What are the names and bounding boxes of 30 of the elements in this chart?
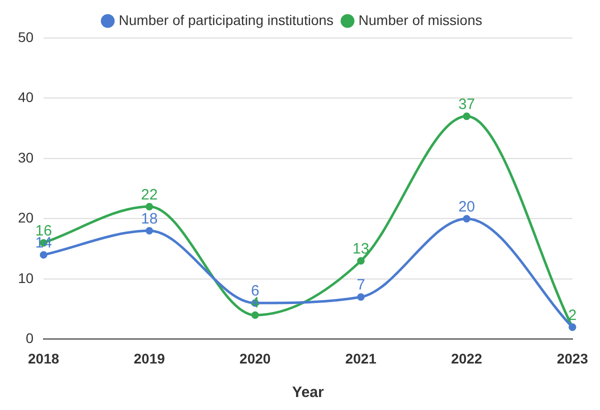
x-axis-title: Year [292,384,324,402]
point [462,214,470,222]
point [40,251,48,259]
point [357,257,365,265]
y-tick-label: 20 [18,210,34,226]
x-tick-label: 2022 [451,350,482,366]
x-tick-label: 2021 [345,350,377,366]
data-label: 18 [141,210,158,228]
point [251,311,259,319]
x-tick-label: 2023 [556,350,588,366]
x-tick-label: 2020 [240,350,271,366]
point [146,202,154,210]
y-tick-label: 0 [26,330,34,346]
data-label: 20 [458,198,475,216]
legend-label: Number of participating institutions [118,12,334,28]
point [357,293,365,301]
y-tick-label: 50 [18,28,34,45]
x-tick-label: 2018 [28,350,60,366]
y-tick-label: 40 [18,89,34,106]
point [462,112,470,120]
data-label: 2 [568,306,577,324]
data-label: 22 [141,186,158,204]
data-label: 13 [352,240,370,258]
y-tick-label: 10 [18,270,34,286]
x-tick-label: 2019 [134,350,166,366]
legend-label: Number of missions [358,12,482,28]
data-label: 7 [356,276,366,294]
y-tick-label: 30 [18,149,34,166]
data-label: 37 [458,96,475,113]
point [146,227,154,235]
